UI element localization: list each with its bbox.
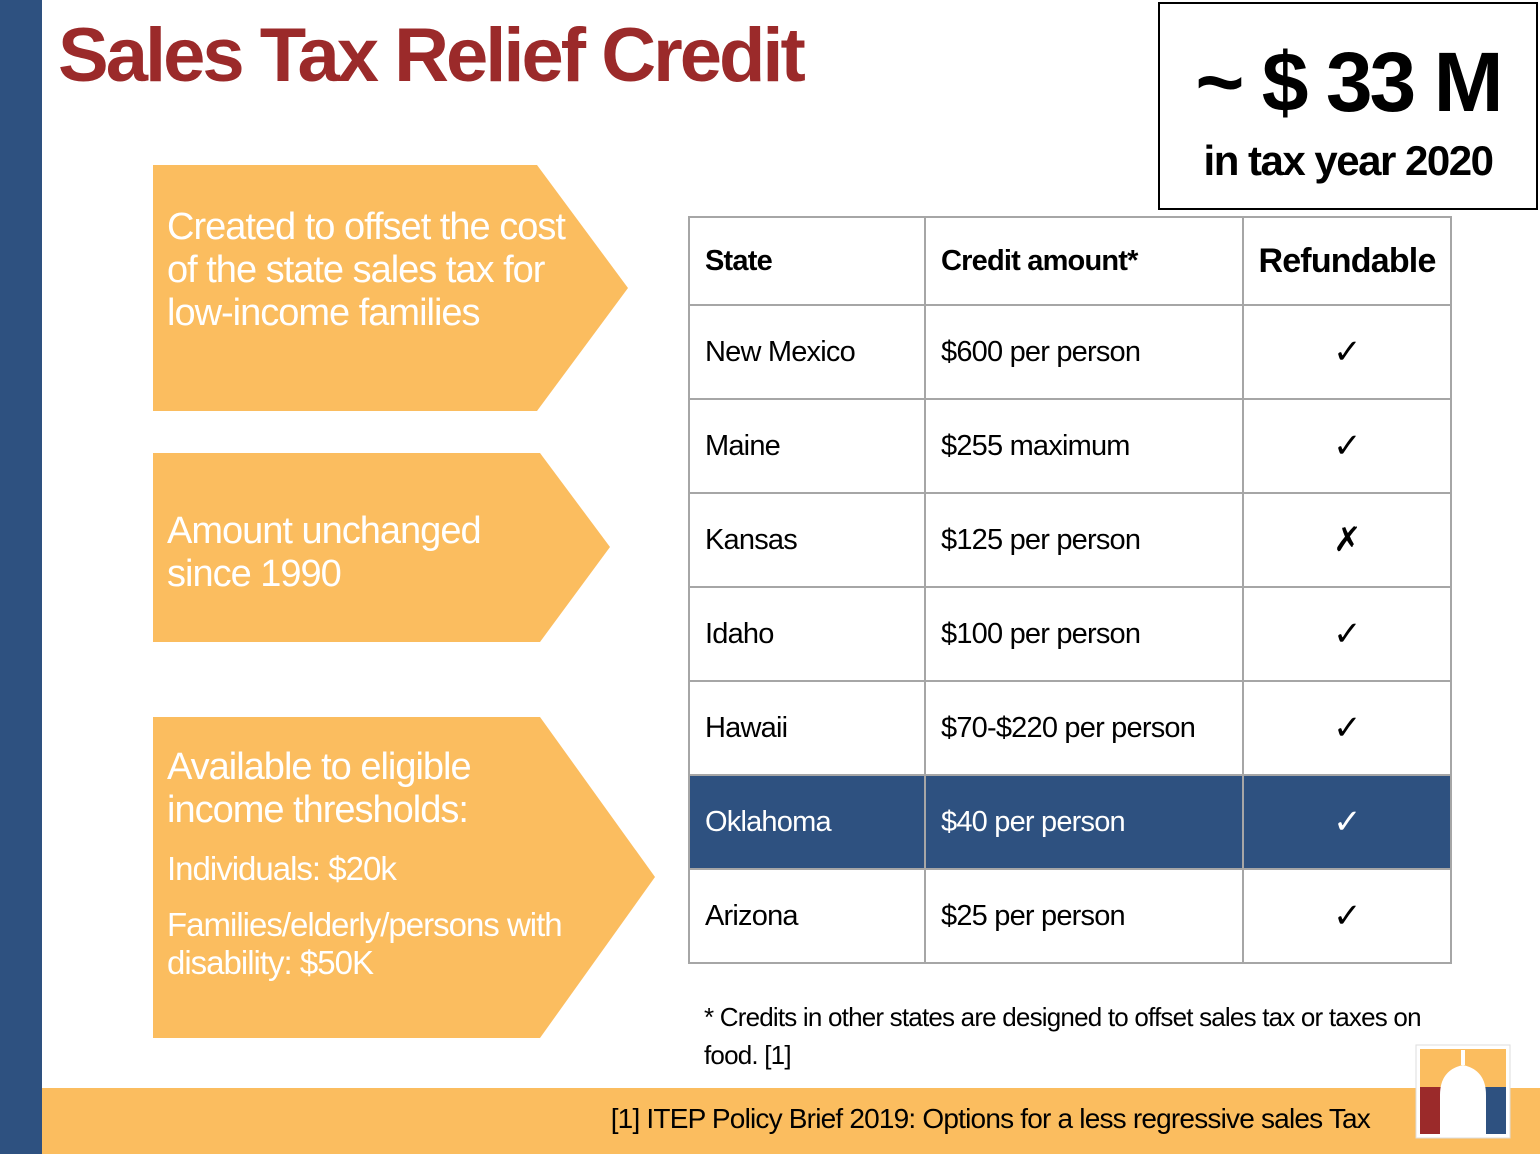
callout-text: Available to eligible income thresholds: [167, 746, 472, 831]
table-cell: Kansas [688, 492, 926, 588]
callout-arrow [153, 165, 628, 411]
callout-item: Families/elderly/persons with disability… [167, 906, 563, 981]
callout-text: Amount unchanged since 1990 [167, 510, 482, 595]
table-cell: $125 per person [924, 492, 1244, 588]
table-row: Oklahoma $40 per person ✓ [688, 774, 1452, 870]
table-body: New Mexico $600 per person ✓ Maine $255 maxi… [688, 304, 1452, 964]
table-cell: $40 per person [924, 774, 1244, 870]
table-cell: Arizona [688, 868, 926, 964]
column-header: State [688, 216, 926, 306]
table-row: Idaho $100 per person ✓ [688, 586, 1452, 682]
table-cell: $255 maximum [924, 398, 1244, 494]
column-header: Credit amount* [924, 216, 1244, 306]
logo [1415, 1044, 1511, 1139]
table-cell: ✓ [1242, 868, 1452, 964]
table-cell: Hawaii [688, 680, 926, 776]
table-row: New Mexico $600 per person ✓ [688, 304, 1452, 400]
stat-amount: ~ $ 33 M [1195, 35, 1503, 129]
callout: Available to eligible income thresholds:… [167, 746, 567, 982]
table-cell: ✓ [1242, 398, 1452, 494]
table-cell: Oklahoma [688, 774, 926, 870]
title: Sales Tax Relief Credit [58, 13, 806, 98]
footer-bar [42, 1088, 1540, 1154]
stat-box: ~ $ 33 M in tax year 2020 [1158, 2, 1538, 210]
table-cell: ✓ [1242, 774, 1452, 870]
sidebar [0, 0, 42, 1154]
table-cell: ✗ [1242, 492, 1452, 588]
header-row: State Credit amount* Refundable [688, 216, 1452, 306]
table-cell: $25 per person [924, 868, 1244, 964]
table-cell: ✓ [1242, 680, 1452, 776]
table-row: Hawaii $70-$220 per person ✓ [688, 680, 1452, 776]
callout-text: Created to offset the cost of the state … [167, 206, 566, 334]
callout-arrow [153, 717, 655, 1038]
table-row: Arizona $25 per person ✓ [688, 868, 1452, 964]
footnote: * Credits in other states are designed t… [704, 1002, 1422, 1070]
table-cell: ✓ [1242, 304, 1452, 400]
table-cell: New Mexico [688, 304, 926, 400]
table-row: Maine $255 maximum ✓ [688, 398, 1452, 494]
table-cell: $70-$220 per person [924, 680, 1244, 776]
column-header: Refundable [1242, 216, 1452, 306]
table-cell: Maine [688, 398, 926, 494]
table-row: Kansas $125 per person ✗ [688, 492, 1452, 588]
callout-item: Individuals: $20k [167, 850, 397, 887]
table-cell: ✓ [1242, 586, 1452, 682]
table-cell: $600 per person [924, 304, 1244, 400]
callout-arrow [153, 453, 610, 642]
table-cell: Idaho [688, 586, 926, 682]
stat-period: in tax year 2020 [1203, 137, 1494, 184]
table-cell: $100 per person [924, 586, 1244, 682]
credit-table: State Credit amount* Refundable New Mexico… [688, 216, 1452, 964]
source: [1] ITEP Policy Brief 2019: Options for … [610, 1103, 1371, 1134]
